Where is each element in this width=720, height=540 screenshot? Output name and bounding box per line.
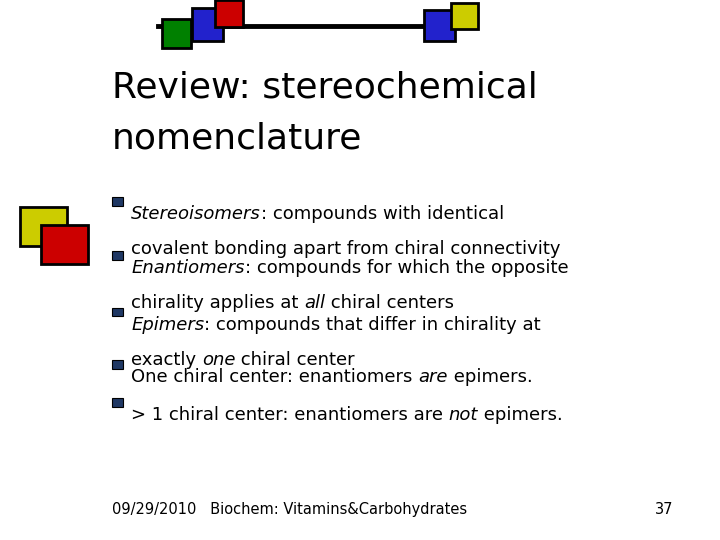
Text: Epimers: Epimers [131, 316, 204, 334]
Text: not: not [449, 406, 478, 424]
Text: chiral centers: chiral centers [325, 294, 454, 312]
Text: covalent bonding apart from chiral connectivity: covalent bonding apart from chiral conne… [131, 240, 561, 258]
Text: > 1 chiral center: enantiomers are: > 1 chiral center: enantiomers are [131, 406, 449, 424]
Text: epimers.: epimers. [478, 406, 563, 424]
Text: : compounds with identical: : compounds with identical [261, 205, 504, 223]
Text: One chiral center: enantiomers: One chiral center: enantiomers [131, 368, 418, 386]
Text: epimers.: epimers. [448, 368, 532, 386]
Text: chiral center: chiral center [235, 351, 355, 369]
Text: one: one [202, 351, 235, 369]
Text: all: all [304, 294, 325, 312]
Text: : compounds that differ in chirality at: : compounds that differ in chirality at [204, 316, 541, 334]
Text: Stereoisomers: Stereoisomers [131, 205, 261, 223]
Text: are: are [418, 368, 448, 386]
Text: exactly: exactly [131, 351, 202, 369]
Text: nomenclature: nomenclature [112, 122, 362, 156]
Text: Enantiomers: Enantiomers [131, 259, 245, 277]
Text: 37: 37 [655, 502, 674, 517]
Text: Review: stereochemical: Review: stereochemical [112, 70, 537, 104]
Text: chirality applies at: chirality applies at [131, 294, 304, 312]
Text: 09/29/2010   Biochem: Vitamins&Carbohydrates: 09/29/2010 Biochem: Vitamins&Carbohydrat… [112, 502, 467, 517]
Text: : compounds for which the opposite: : compounds for which the opposite [245, 259, 568, 277]
